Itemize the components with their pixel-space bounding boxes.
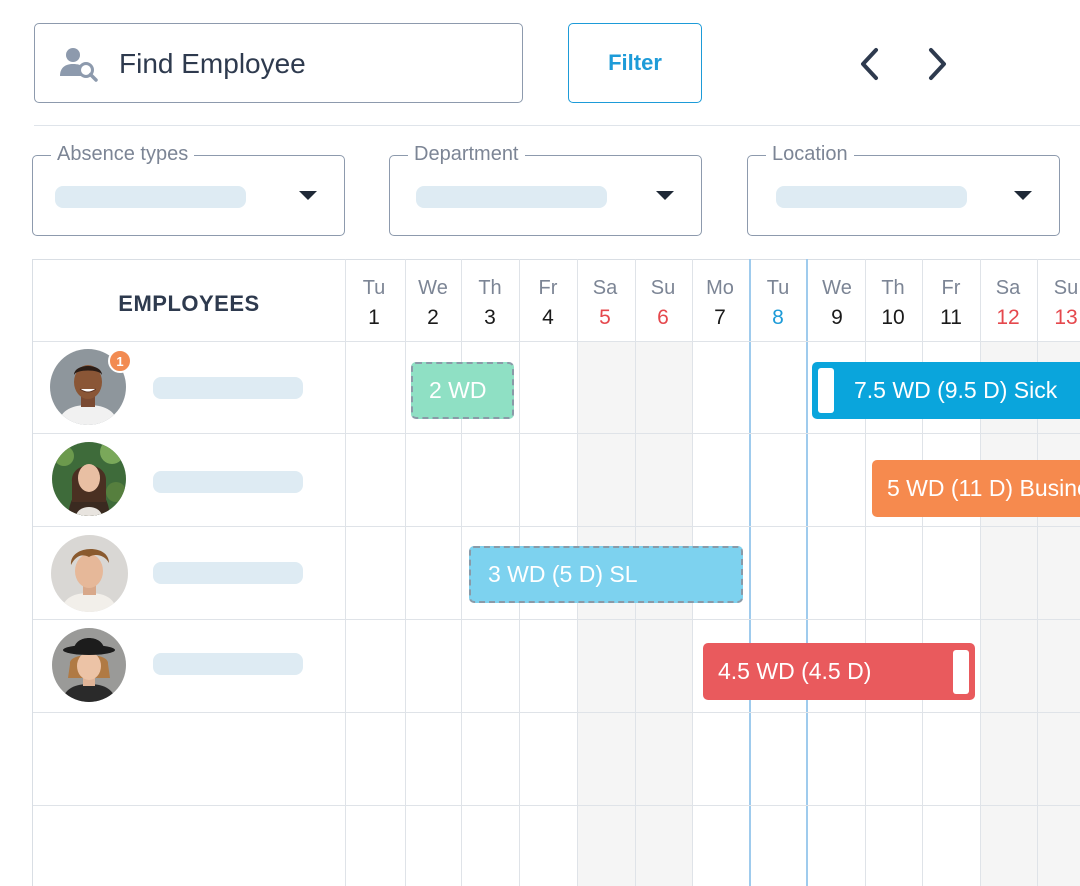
day-number: 5 (599, 306, 611, 329)
day-number: 10 (881, 306, 905, 329)
day-header[interactable]: Sa 5 (593, 274, 617, 334)
day-header-today[interactable]: Tu 8 (767, 274, 790, 334)
day-number: 3 (484, 306, 496, 329)
avatar[interactable] (52, 442, 126, 516)
event-label: 2 WD (429, 377, 487, 403)
divider (34, 125, 1080, 126)
day-name: Mo (706, 277, 734, 299)
day-header[interactable]: We 2 (418, 274, 448, 334)
day-number: 4 (542, 306, 554, 329)
calendar-grid (32, 259, 1080, 886)
day-number: 12 (996, 306, 1020, 329)
day-number: 6 (657, 306, 669, 329)
absence-types-label: Absence types (51, 142, 195, 166)
day-name: Fr (538, 277, 558, 299)
grid-line (33, 805, 1080, 806)
search-input[interactable]: Find Employee (34, 23, 523, 103)
caret-down-icon (299, 191, 317, 200)
day-name: Su (1053, 277, 1079, 299)
avatar[interactable] (52, 628, 126, 702)
department-select[interactable]: Department (389, 142, 702, 236)
search-text: Find Employee (119, 48, 306, 79)
grid-line (922, 259, 923, 886)
day-number: 11 (940, 306, 962, 329)
day-header[interactable]: Mo 7 (706, 274, 734, 334)
day-name: Th (478, 277, 502, 299)
notification-badge: 1 (108, 349, 132, 373)
placeholder-bar (416, 186, 607, 208)
chevron-right-icon (929, 48, 946, 80)
employees-header: EMPLOYEES (118, 291, 260, 316)
day-name: Su (650, 277, 676, 299)
employee-name-placeholder (153, 562, 303, 584)
weekend-shade (981, 342, 1080, 886)
day-name: Th (881, 277, 905, 299)
day-name: We (418, 277, 448, 299)
employee-name-placeholder (153, 471, 303, 493)
placeholder-bar (776, 186, 967, 208)
day-header[interactable]: Fr 4 (539, 274, 558, 334)
day-name: We (822, 277, 852, 299)
day-name: Sa (592, 277, 618, 299)
day-name: Fr (941, 277, 961, 299)
day-number: 2 (427, 306, 439, 329)
day-header[interactable]: Th 3 (478, 274, 501, 334)
absence-event[interactable]: 4.5 WD (4.5 D) (703, 643, 975, 700)
day-header[interactable]: We 9 (822, 274, 852, 334)
grid-line (33, 341, 1080, 342)
employee-name-placeholder (153, 377, 303, 399)
resize-handle[interactable] (953, 649, 969, 694)
day-number: 13 (1054, 306, 1078, 329)
day-number: 1 (368, 306, 380, 329)
absence-event[interactable]: 2 WD (411, 362, 514, 419)
day-number: 9 (831, 306, 843, 329)
placeholder-bar (55, 186, 246, 208)
employee-name-placeholder (153, 653, 303, 675)
event-label: 5 WD (11 D) Business (887, 475, 1080, 501)
day-number: 7 (714, 306, 726, 329)
filter-button[interactable]: Filter (568, 23, 702, 103)
today-marker-right (806, 259, 808, 886)
location-select[interactable]: Location (747, 142, 1060, 236)
absence-event[interactable]: 3 WD (5 D) SL (469, 546, 743, 603)
day-header[interactable]: Fr 11 (940, 274, 962, 334)
day-name: Sa (995, 277, 1021, 299)
day-header[interactable]: Th 10 (881, 274, 904, 334)
day-header[interactable]: Su 13 (1054, 274, 1078, 334)
grid-line (865, 259, 866, 886)
event-label: 3 WD (5 D) SL (488, 561, 638, 587)
day-header[interactable]: Su 6 (651, 274, 675, 334)
absence-event[interactable]: 5 WD (11 D) Business (872, 460, 1080, 517)
absence-types-select[interactable]: Absence types (32, 142, 345, 236)
day-number: 8 (772, 306, 784, 329)
day-name: Tu (362, 277, 386, 299)
day-header[interactable]: Sa 12 (996, 274, 1020, 334)
avatar[interactable] (51, 535, 128, 612)
grid-line (345, 259, 346, 886)
previous-button[interactable] (855, 44, 885, 84)
chevron-left-icon (861, 48, 878, 80)
grid-line (33, 619, 1080, 620)
location-label: Location (766, 142, 854, 166)
grid-line (405, 259, 406, 886)
day-header[interactable]: Tu 1 (363, 274, 386, 334)
grid-line (33, 526, 1080, 527)
grid-line (980, 259, 981, 886)
grid-line (461, 259, 462, 886)
user-search-icon (59, 46, 99, 82)
event-label: 7.5 WD (9.5 D) Sick (854, 377, 1058, 403)
grid-line (33, 712, 1080, 713)
event-label: 4.5 WD (4.5 D) (718, 658, 872, 684)
caret-down-icon (656, 191, 674, 200)
next-button[interactable] (922, 44, 952, 84)
day-name: Tu (766, 277, 790, 299)
grid-line (33, 433, 1080, 434)
today-marker-left (749, 259, 751, 886)
absence-event[interactable]: 7.5 WD (9.5 D) Sick (812, 362, 1080, 419)
resize-handle[interactable] (818, 368, 834, 413)
department-label: Department (408, 142, 525, 166)
grid-line (1037, 259, 1038, 886)
caret-down-icon (1014, 191, 1032, 200)
